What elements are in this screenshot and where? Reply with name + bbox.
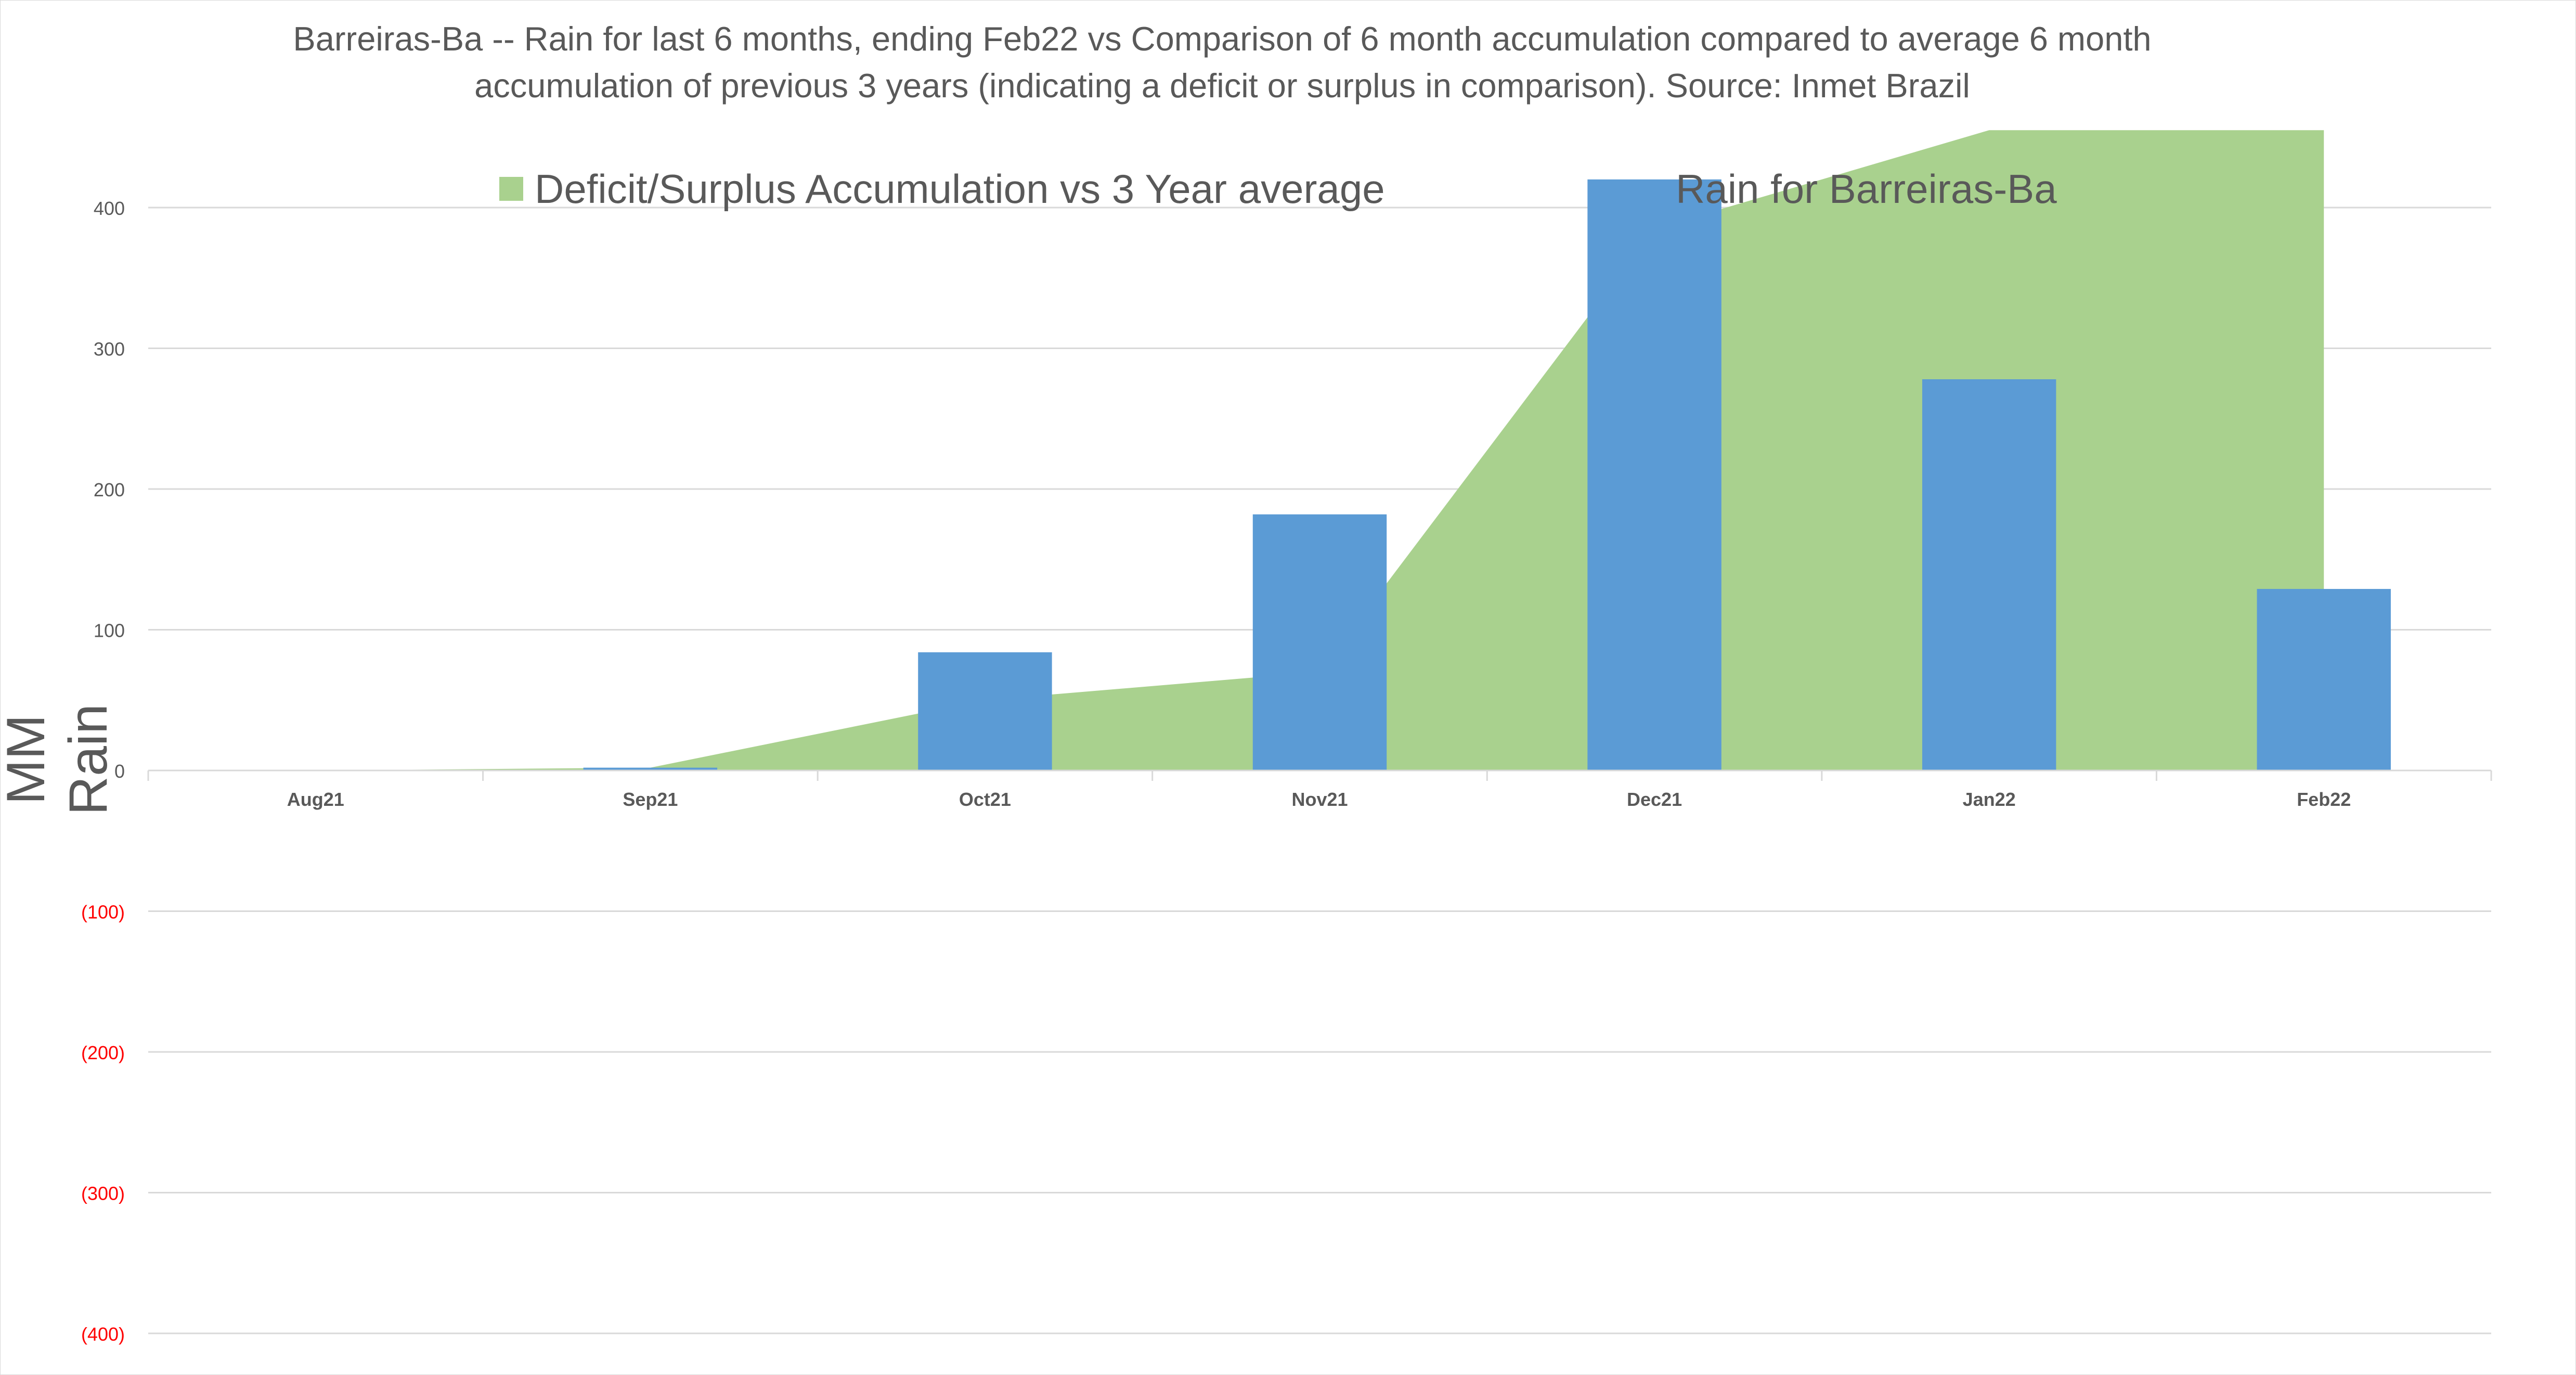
y-tick-label: (200) bbox=[81, 1042, 125, 1063]
legend-item-area: Deficit/Surplus Accumulation vs 3 Year a… bbox=[499, 165, 1385, 212]
x-tick-label-sep21: Sep21 bbox=[623, 789, 678, 810]
y-tick-label: 400 bbox=[94, 198, 125, 219]
bar-rain-nov21 bbox=[1252, 514, 1387, 770]
x-tick-label-jan22: Jan22 bbox=[1963, 789, 2016, 810]
bar-layer bbox=[583, 179, 2391, 770]
y-tick-label: 200 bbox=[94, 479, 125, 500]
area-deficit-surplus bbox=[315, 130, 2324, 771]
bar-rain-sep21 bbox=[583, 767, 718, 770]
legend-item-bar: Rain for Barreiras-Ba bbox=[1676, 165, 2057, 212]
chart-title: Barreiras-Ba -- Rain for last 6 months, … bbox=[293, 20, 2152, 105]
bar-rain-dec21 bbox=[1587, 179, 1721, 770]
bar-rain-oct21 bbox=[918, 652, 1052, 770]
legend-swatch-area bbox=[499, 177, 523, 201]
x-tick-label-dec21: Dec21 bbox=[1627, 789, 1682, 810]
y-axis-label: MM Rain bbox=[0, 704, 119, 815]
legend-label-bar: Rain for Barreiras-Ba bbox=[1676, 166, 2057, 212]
x-tick-label-nov21: Nov21 bbox=[1291, 789, 1348, 810]
bar-rain-feb22 bbox=[2257, 589, 2391, 770]
x-tick-label-feb22: Feb22 bbox=[2297, 789, 2351, 810]
label-layer: 400 300 200 100 0 (100) (200) (300) (400) Aug21 Se… bbox=[81, 198, 2351, 1345]
x-tick-label-aug21: Aug21 bbox=[287, 789, 344, 810]
y-tick-label: (300) bbox=[81, 1183, 125, 1204]
x-tick-label-oct21: Oct21 bbox=[959, 789, 1011, 810]
area-layer bbox=[315, 130, 2324, 771]
y-tick-label: (400) bbox=[81, 1323, 125, 1345]
bar-rain-jan22 bbox=[1922, 379, 2056, 770]
legend-label-area: Deficit/Surplus Accumulation vs 3 Year a… bbox=[535, 166, 1385, 212]
y-tick-label: 100 bbox=[94, 620, 125, 641]
y-tick-label: 0 bbox=[114, 761, 125, 782]
y-tick-label: (100) bbox=[81, 902, 125, 923]
y-tick-label: 300 bbox=[94, 339, 125, 360]
axis-layer bbox=[147, 769, 2492, 781]
